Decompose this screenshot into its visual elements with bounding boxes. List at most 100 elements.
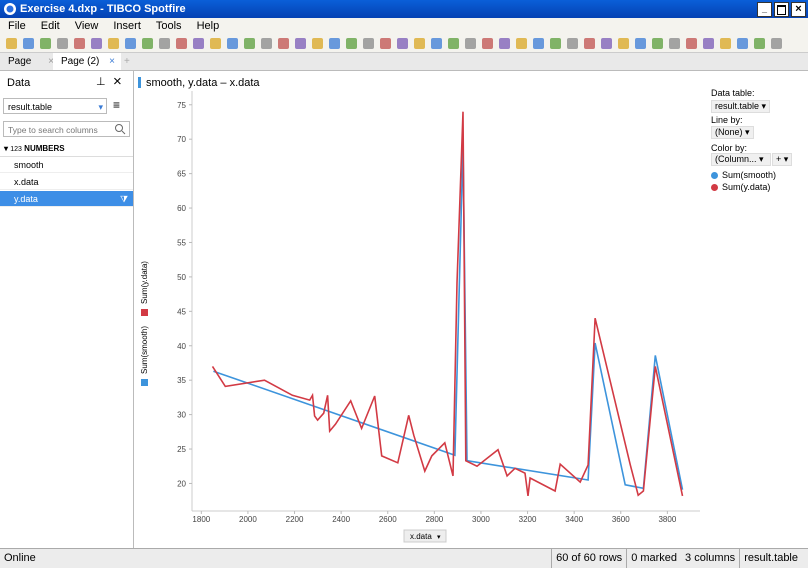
column-name: smooth [14, 160, 44, 170]
menu-item[interactable]: Help [196, 20, 220, 32]
toolbar-button[interactable] [329, 38, 340, 49]
panel-title: Data [7, 77, 31, 89]
x-tick-label: 2800 [425, 515, 443, 524]
toolbar-button[interactable] [737, 38, 748, 49]
menu-item[interactable]: File [8, 20, 26, 32]
toolbar-button[interactable] [125, 38, 136, 49]
toolbar-button[interactable] [771, 38, 782, 49]
legend-dropdown[interactable]: (Column... ▾ [711, 153, 771, 166]
search-box[interactable]: Type to search columns [3, 121, 130, 137]
visualization: smooth, y.data – x.data 20 25 30 35 40 45 50 55 6… [134, 71, 808, 548]
legend-label: Sum(smooth) [722, 170, 777, 180]
toolbar-button[interactable] [74, 38, 85, 49]
window-title: Exercise 4.dxp - TIBCO Spotfire [20, 3, 186, 15]
series-line [211, 111, 684, 497]
toolbar-button[interactable] [397, 38, 408, 49]
minimize-button[interactable]: _ [757, 2, 772, 17]
toolbar-button[interactable] [686, 38, 697, 49]
table-selector[interactable]: result.table ▾ [3, 98, 107, 114]
toolbar-button[interactable] [57, 38, 68, 49]
y-tick-label: 50 [177, 273, 186, 282]
column-item[interactable]: smooth [0, 157, 133, 173]
pin-button[interactable]: ⊥ [96, 76, 106, 88]
toolbar-button[interactable] [550, 38, 561, 49]
x-tick-label: 2000 [239, 515, 257, 524]
toolbar-button[interactable] [159, 38, 170, 49]
toolbar-button[interactable] [108, 38, 119, 49]
menu-bar: File Edit View Insert Tools Help [0, 18, 808, 35]
section-icon: 123 [10, 146, 22, 153]
toolbar-button[interactable] [278, 38, 289, 49]
toolbar-button[interactable] [227, 38, 238, 49]
x-tick-label: 1800 [192, 515, 210, 524]
tab[interactable]: Page (2) × [53, 53, 121, 70]
tab[interactable]: Page × [8, 56, 54, 67]
section-header[interactable]: ▾ 123 NUMBERS [0, 141, 133, 157]
toolbar-button[interactable] [380, 38, 391, 49]
toolbar-button[interactable] [448, 38, 459, 49]
menu-button[interactable]: ≡ [113, 98, 121, 112]
x-tick-label: 2200 [286, 515, 304, 524]
toolbar-button[interactable] [618, 38, 629, 49]
tab-label: Page (2) [61, 56, 100, 67]
toolbar-button[interactable] [363, 38, 374, 49]
legend-item[interactable]: Sum(y.data) [711, 182, 770, 192]
menu-item[interactable]: Edit [40, 20, 60, 32]
toolbar-button[interactable] [6, 38, 17, 49]
toolbar-button[interactable] [720, 38, 731, 49]
toolbar-button[interactable] [193, 38, 204, 49]
toolbar-button[interactable] [431, 38, 442, 49]
close-panel[interactable]: × [113, 73, 122, 90]
legend-item[interactable]: Sum(smooth) [711, 170, 776, 180]
legend-dropdown[interactable]: (None) ▾ [711, 126, 754, 139]
legend-add[interactable]: + ▾ [772, 153, 793, 166]
legend-dropdown[interactable]: result.table ▾ [711, 100, 771, 113]
y-tick-label: 70 [177, 135, 186, 144]
toolbar-button[interactable] [516, 38, 527, 49]
toolbar-button[interactable] [584, 38, 595, 49]
toolbar-button[interactable] [346, 38, 357, 49]
series-line [213, 143, 684, 490]
menu-item[interactable]: Insert [113, 20, 141, 32]
column-item[interactable]: y.data ⧩ [0, 191, 133, 207]
toolbar-button[interactable] [176, 38, 187, 49]
toolbar-button[interactable] [499, 38, 510, 49]
add-tab[interactable]: + [124, 56, 130, 67]
toolbar-button[interactable] [567, 38, 578, 49]
column-name: x.data [14, 177, 39, 187]
x-tick-label: 2400 [332, 515, 350, 524]
toolbar-button[interactable] [652, 38, 663, 49]
toolbar-button[interactable] [142, 38, 153, 49]
toolbar-button[interactable] [754, 38, 765, 49]
y-tick-label: 20 [177, 479, 186, 488]
toolbar-button[interactable] [210, 38, 221, 49]
toolbar-button[interactable] [23, 38, 34, 49]
toolbar-button[interactable] [703, 38, 714, 49]
filter-icon[interactable]: ⧩ [119, 194, 128, 204]
toolbar-button[interactable] [601, 38, 612, 49]
toolbar-button[interactable] [40, 38, 51, 49]
title-bar: Exercise 4.dxp - TIBCO Spotfire _ × [0, 0, 808, 18]
y-axis-swatch [141, 309, 148, 316]
toolbar-button[interactable] [635, 38, 646, 49]
close-button[interactable]: × [791, 2, 806, 17]
toolbar-button[interactable] [465, 38, 476, 49]
menu-item[interactable]: Tools [155, 20, 182, 32]
menu-item[interactable]: View [74, 20, 99, 32]
column-item[interactable]: x.data [0, 174, 133, 190]
y-tick-label: 65 [177, 170, 186, 179]
toolbar-button[interactable] [261, 38, 272, 49]
toolbar-button[interactable] [669, 38, 680, 49]
toolbar-button[interactable] [244, 38, 255, 49]
toolbar-button[interactable] [533, 38, 544, 49]
toolbar-button[interactable] [91, 38, 102, 49]
legend-value: (Column... [715, 154, 757, 164]
toolbar-button[interactable] [414, 38, 425, 49]
maximize-button[interactable] [774, 2, 789, 17]
status-columns: 3 columns [685, 552, 736, 564]
toolbar-button[interactable] [295, 38, 306, 49]
app-icon [4, 3, 16, 15]
toolbar [0, 35, 808, 53]
toolbar-button[interactable] [312, 38, 323, 49]
toolbar-button[interactable] [482, 38, 493, 49]
